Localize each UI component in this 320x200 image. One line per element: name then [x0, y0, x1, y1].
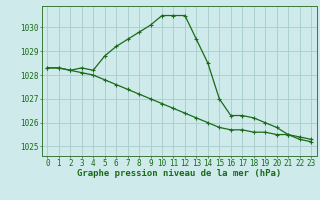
- X-axis label: Graphe pression niveau de la mer (hPa): Graphe pression niveau de la mer (hPa): [77, 169, 281, 178]
